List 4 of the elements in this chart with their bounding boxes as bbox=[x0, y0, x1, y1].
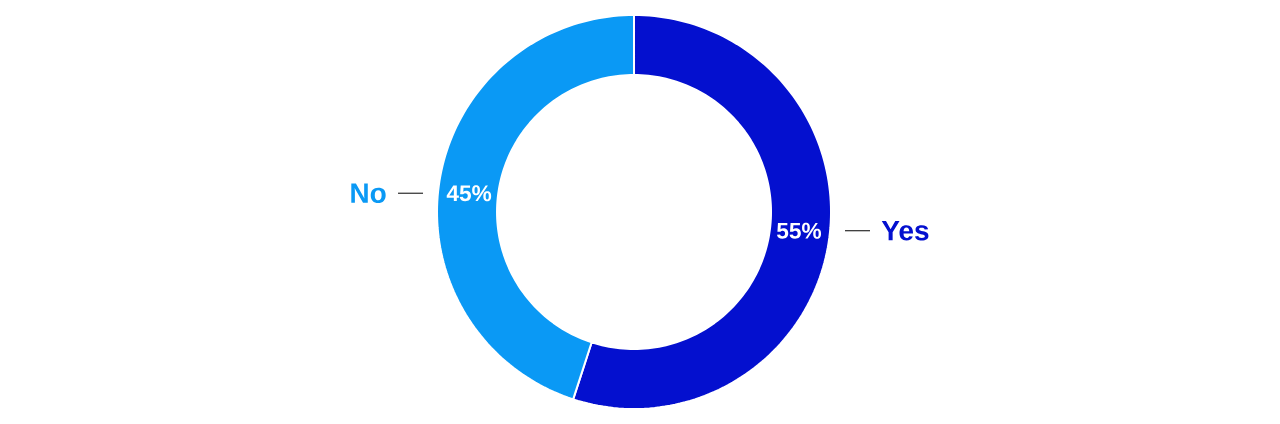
data-label: 45% bbox=[446, 185, 492, 202]
data-label: 55% bbox=[776, 222, 822, 239]
slice-label: No bbox=[351, 183, 386, 203]
slice-label: Yes bbox=[881, 221, 929, 241]
